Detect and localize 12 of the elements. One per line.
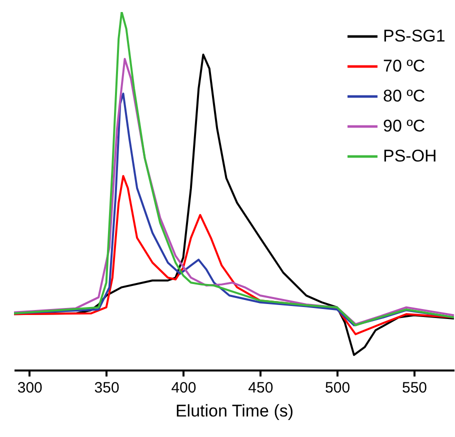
legend-label: 80 ºC bbox=[383, 86, 426, 106]
x-axis-title: Elution Time (s) bbox=[175, 402, 294, 420]
legend-label: PS-OH bbox=[383, 146, 437, 166]
legend-label: PS-SG1 bbox=[383, 26, 446, 46]
x-tick-label: 450 bbox=[248, 380, 274, 396]
x-tick-label: 400 bbox=[171, 380, 196, 396]
x-tick-label: 350 bbox=[94, 380, 120, 396]
x-tick-label: 500 bbox=[325, 380, 350, 396]
legend-label: 70 ºC bbox=[383, 56, 426, 76]
x-tick-label: 550 bbox=[402, 380, 428, 396]
legend-label: 90 ºC bbox=[383, 116, 426, 136]
x-tick-label: 300 bbox=[17, 380, 42, 396]
